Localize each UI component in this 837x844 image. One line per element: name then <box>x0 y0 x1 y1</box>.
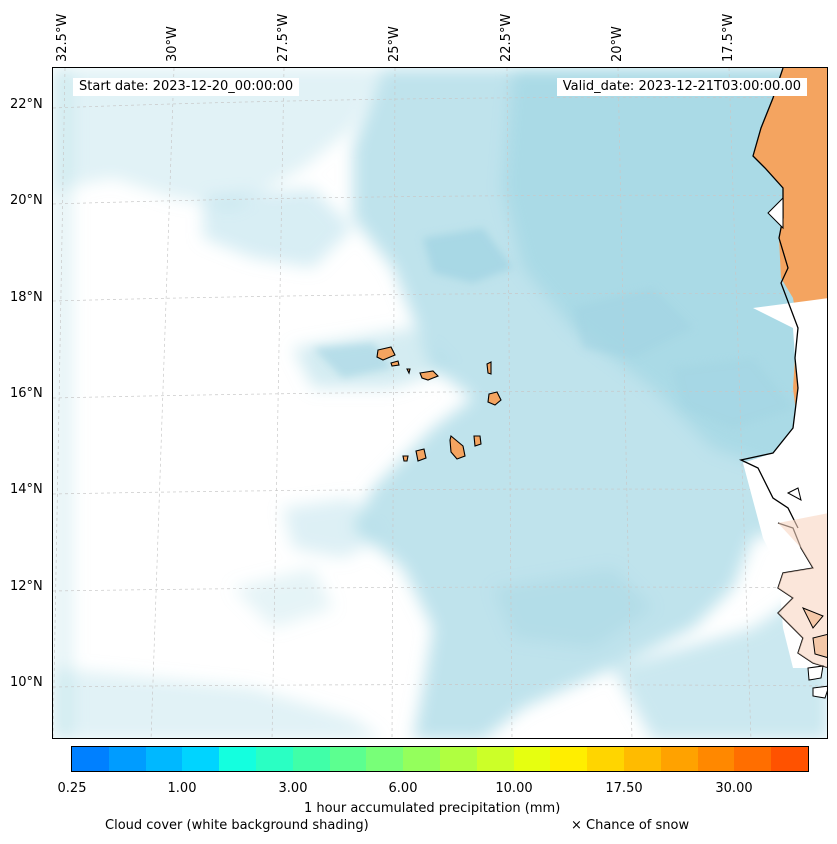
colorbar-tick-3-00: 3.00 <box>278 781 308 796</box>
cloud-cover-dense-patches <box>313 228 793 428</box>
colorbar-tick-10-00: 10.00 <box>495 781 533 796</box>
colorbar-segment <box>145 747 183 771</box>
colorbar-tick-1-00: 1.00 <box>167 781 197 796</box>
colorbar-tick-30-00: 30.00 <box>715 781 753 796</box>
lat-label-22n: 22°N <box>10 97 43 112</box>
colorbar-tick-17-50: 17.50 <box>605 781 643 796</box>
lon-label-22-5w: 22.5°W <box>499 13 514 62</box>
colorbar-segment <box>734 747 772 771</box>
valid-date-label: Valid_date: 2023-12-21T03:00:00.00 <box>556 78 807 96</box>
colorbar-segment <box>255 747 293 771</box>
colorbar-segment <box>771 747 808 771</box>
graticule <box>53 68 827 738</box>
africa-coast <box>738 68 827 699</box>
lon-label-27-5w: 27.5°W <box>276 13 291 62</box>
map-canvas <box>53 68 827 738</box>
colorbar-segment <box>182 747 220 771</box>
colorbar-segment <box>219 747 256 771</box>
lat-label-12n: 12°N <box>10 579 43 594</box>
island-sao-nicolau <box>419 370 439 381</box>
lon-label-20w: 20°W <box>610 26 625 62</box>
start-date-label: Start date: 2023-12-20_00:00:00 <box>73 78 300 96</box>
island-brava <box>402 455 409 462</box>
island-santo-antao <box>376 346 396 361</box>
snow-legend: × Chance of snow <box>571 818 690 833</box>
lat-label-18n: 18°N <box>10 290 43 305</box>
island-boa-vista <box>487 391 502 406</box>
colorbar-segment <box>329 747 367 771</box>
lat-label-14n: 14°N <box>10 482 43 497</box>
cape-verde-islands <box>376 346 502 462</box>
colorbar-segment <box>439 747 477 771</box>
precipitation-colorbar <box>71 746 809 772</box>
lat-label-10n: 10°N <box>10 675 43 690</box>
colorbar-segment <box>72 747 109 771</box>
lon-label-32-5w: 32.5°W <box>55 13 70 62</box>
colorbar-segment <box>403 747 440 771</box>
colorbar-segment <box>366 747 404 771</box>
island-sao-vicente <box>390 360 400 367</box>
lon-label-17-5w: 17.5°W <box>721 13 736 62</box>
colorbar-segment <box>697 747 735 771</box>
colorbar-segment <box>587 747 624 771</box>
map-panel[interactable]: Start date: 2023-12-20_00:00:00 Valid_da… <box>52 67 828 739</box>
colorbar-tick-6-00: 6.00 <box>388 781 418 796</box>
colorbar-segment <box>108 747 146 771</box>
colorbar-title: 1 hour accumulated precipitation (mm) <box>304 801 561 816</box>
lon-label-25w: 25°W <box>387 26 402 62</box>
colorbar-segment <box>550 747 588 771</box>
cloud-cover-legend: Cloud cover (white background shading) <box>105 818 369 833</box>
lat-label-16n: 16°N <box>10 386 43 401</box>
lat-label-20n: 20°N <box>10 193 43 208</box>
island-maio <box>473 435 482 447</box>
colorbar-segment <box>513 747 551 771</box>
island-fogo <box>415 448 427 462</box>
colorbar-segment <box>660 747 698 771</box>
island-santa-luzia <box>406 368 411 375</box>
colorbar-segment <box>623 747 661 771</box>
island-santiago <box>449 435 466 460</box>
island-sal <box>486 361 492 375</box>
colorbar-tick-0-25: 0.25 <box>57 781 87 796</box>
colorbar-segment <box>292 747 330 771</box>
colorbar-segment <box>476 747 514 771</box>
lon-label-30w: 30°W <box>165 26 180 62</box>
